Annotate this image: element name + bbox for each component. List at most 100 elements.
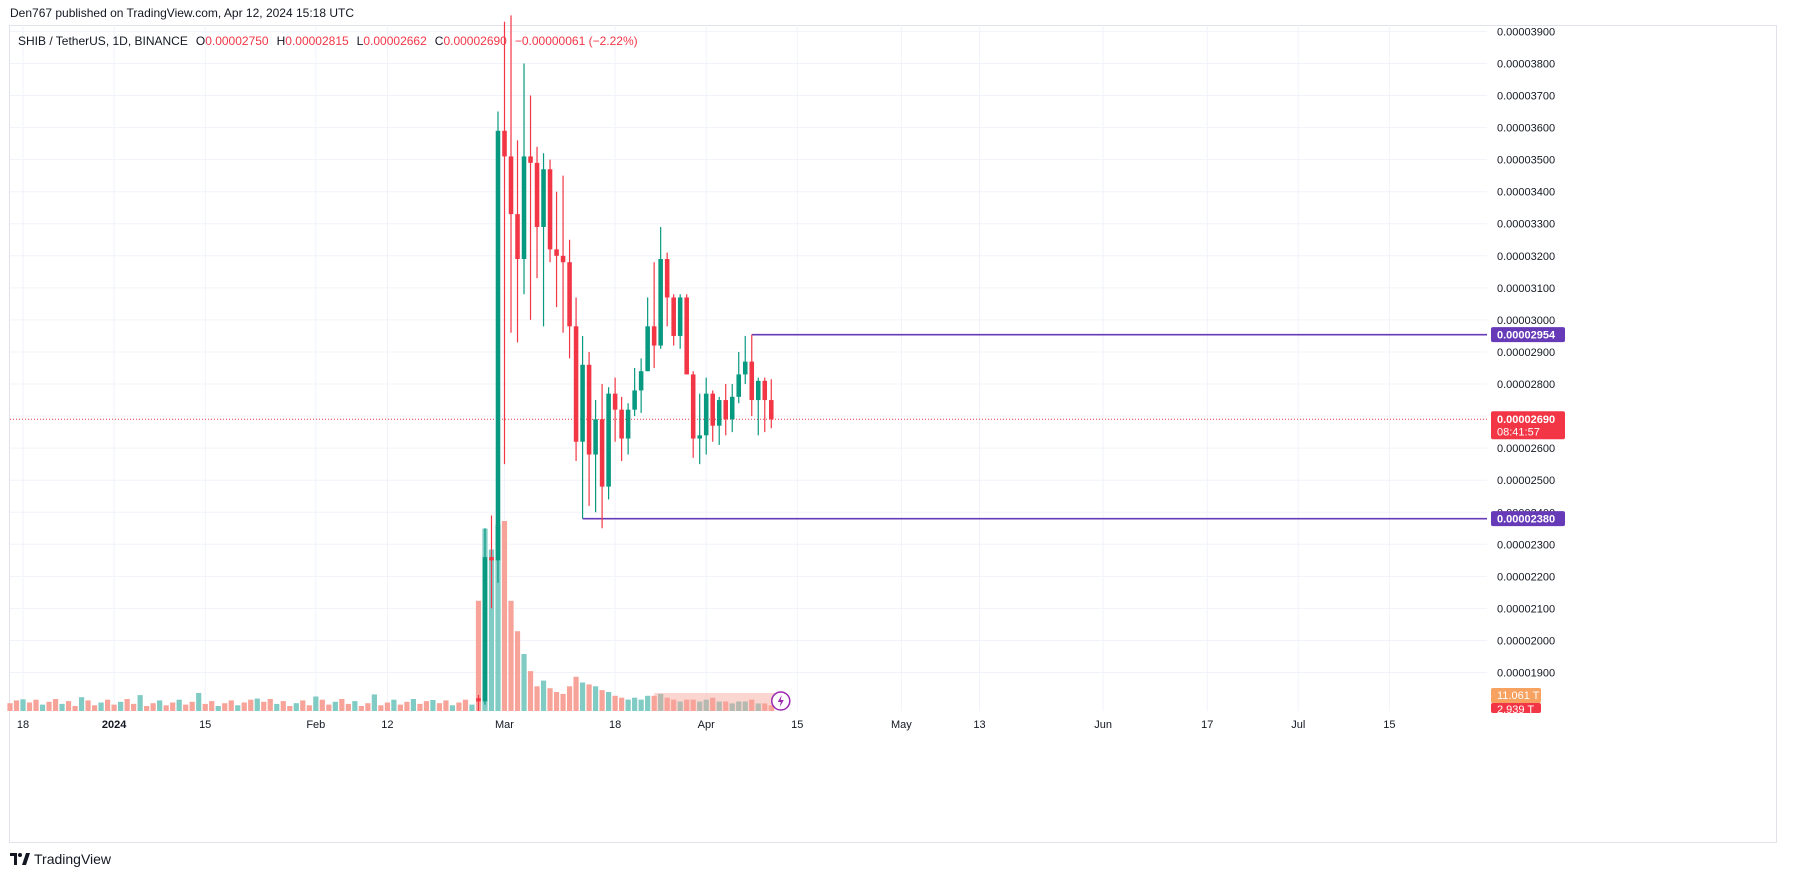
volume-bar [352,701,358,711]
candle-body [729,396,735,420]
lightning-icon[interactable] [771,691,791,711]
x-tick-label: 12 [381,719,393,731]
candle-body [697,435,702,439]
volume-bar [768,705,774,711]
volume-bar [261,701,267,711]
candle [508,15,514,333]
level-badge-1-label: 0.00002380 [1497,514,1555,526]
tradingview-brand[interactable]: TradingView [10,851,111,867]
volume-bar [345,703,351,711]
candle-body [521,156,527,260]
y-tick-label: 0.00001900 [1497,668,1555,680]
x-tick-label: Apr [698,719,715,731]
y-tick-label: 0.00002100 [1497,603,1555,615]
candle [599,384,605,529]
close-key: C [434,34,444,48]
x-tick-label: 18 [609,719,621,731]
volume-bar [606,692,612,711]
volume-bar [658,693,664,711]
volume-bar [20,699,26,711]
volume-bar [176,699,182,711]
candle-body [736,374,742,397]
candle-body [684,297,689,375]
volume-bar [248,699,254,711]
candle-body [580,364,585,442]
x-tick-label: Jun [1094,719,1112,731]
y-tick-label: 0.00003300 [1497,219,1555,231]
symbol-label[interactable]: SHIB / TetherUS, 1D, BINANCE [18,34,188,48]
candle [560,175,566,333]
y-tick-label: 0.00003100 [1497,283,1555,295]
publisher-line: Den767 published on TradingView.com, Apr… [10,6,355,20]
volume-bar [638,699,644,711]
candle [502,21,507,465]
horizontal-levels [10,333,1487,520]
candle-body [482,557,488,702]
y-tick-label: 0.00003900 [1497,26,1555,38]
volume-bar [91,705,98,711]
volume-bar [488,549,495,711]
volume-bar [254,698,260,711]
volume-bar [371,694,377,711]
candle-body [651,326,657,346]
x-tick-label: 15 [1383,719,1395,731]
candle [755,377,761,436]
low-key: L [356,34,364,48]
candle-body [625,409,631,439]
volume-bar [553,692,560,711]
candle-body [716,400,722,426]
volume-bar [222,703,228,711]
y-tick-label: 0.00002200 [1497,571,1555,583]
level-badge-0-label: 0.00002954 [1497,330,1556,342]
volume-bar [521,654,527,711]
high-key: H [276,34,286,48]
candle-body [690,374,696,439]
candle [619,396,624,461]
candle [710,390,715,442]
volume-bar [508,600,514,711]
volume-bar [443,700,449,711]
y-tick-label: 0.00003700 [1497,91,1555,103]
volume-bar [397,704,403,711]
x-tick-label: 15 [199,719,211,731]
volume-bottom-badge-label: 2.939 T [1497,704,1534,716]
candle-body [528,156,533,163]
candle [697,393,702,465]
candle-body [677,297,683,336]
x-tick-label: 15 [791,719,803,731]
candle-body [593,419,598,455]
candle-body [768,400,774,420]
volume-bar [300,700,306,711]
volume-bar [228,700,234,711]
volume-bar [723,701,729,711]
y-tick-label: 0.00003200 [1497,251,1555,263]
volume-bar [183,704,189,711]
candle [554,191,559,308]
candle-body [703,393,709,436]
volume-bar [72,706,78,711]
grid [10,25,1487,711]
candle-body [645,326,650,372]
volume-top-badge-label: 11.061 T [1497,690,1540,702]
candle-body [554,249,559,256]
volume-bar [599,690,605,711]
candle [476,694,481,711]
volume-bar [469,704,475,711]
candle-body [547,169,553,250]
volume-bar [39,704,46,711]
candle [534,146,540,279]
y-tick-label: 0.00002000 [1497,635,1555,647]
y-tick-label: 0.00002900 [1497,347,1555,359]
x-tick-label: 2024 [102,719,127,731]
candle [632,368,637,417]
candle [736,351,742,404]
volume-bar [33,699,39,711]
volume-bar [456,702,462,711]
y-tick-label: 0.00003400 [1497,187,1555,199]
volume-bar [293,703,299,711]
volume-bar [697,701,703,711]
volume-bar [78,697,85,711]
candle [482,528,488,705]
volume-bar [560,693,566,711]
